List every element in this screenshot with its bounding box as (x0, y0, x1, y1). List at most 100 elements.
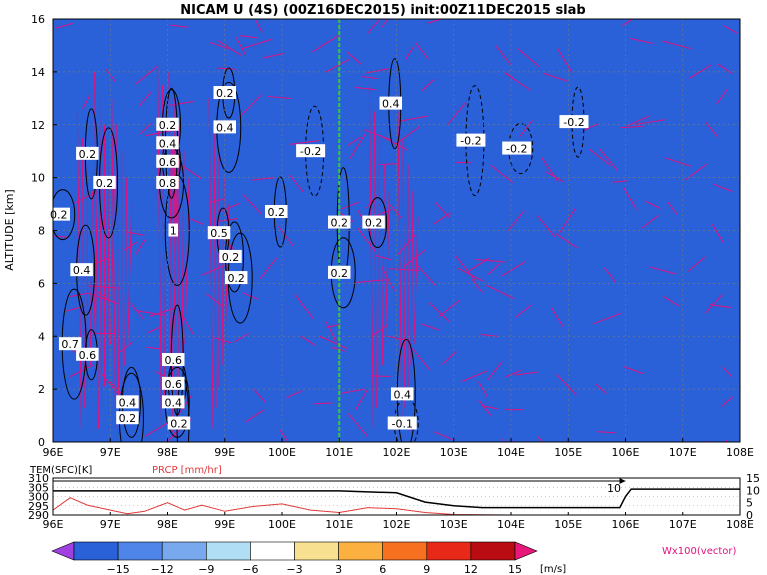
contour-label: 0.4 (73, 264, 91, 277)
wind-vector (108, 380, 124, 396)
wind-vector (66, 306, 82, 312)
contour-label: 0.6 (79, 349, 97, 362)
wind-vector (105, 69, 116, 82)
wind-vector (433, 431, 454, 441)
wind-vector (127, 204, 133, 345)
wind-vector (347, 413, 369, 438)
wind-vector (180, 313, 195, 335)
wind-vector (214, 337, 233, 344)
right-tick-label: 0 (746, 509, 753, 522)
wind-vector (724, 25, 738, 34)
colorbar-box (426, 541, 472, 561)
wind-vector (462, 370, 488, 382)
wind-vector (666, 201, 679, 216)
wind-vector (244, 409, 265, 423)
sub-x-tick-label: 99E (214, 518, 235, 531)
colorbar-tick-label: 3 (335, 563, 342, 575)
contour-label-bg (387, 416, 417, 430)
u-band-top (53, 19, 740, 35)
wind-vector (517, 48, 540, 67)
wind-vector (314, 402, 333, 405)
colorbar: −15 −12 −9 −6 −3 3 6 9 12 15 (51, 541, 538, 575)
contour-label-bg (224, 271, 248, 285)
wind-vector (505, 369, 522, 378)
contour-label: 0.2 (222, 251, 240, 264)
wind-vector (110, 177, 116, 345)
wind-vector (331, 347, 346, 352)
wind-vector (705, 121, 719, 138)
sub-x-tick-label: 105E (554, 518, 582, 531)
x-tick-label: 101E (325, 446, 353, 459)
wind-vector (190, 218, 204, 225)
y-tick-label: 2 (38, 383, 45, 396)
wind-vector (370, 375, 391, 378)
wind-vector (716, 89, 728, 105)
contour-label: -0.2 (460, 135, 481, 148)
wind-vector (485, 284, 515, 299)
x-tick-label: 104E (497, 446, 525, 459)
contour-label-bg (265, 204, 288, 218)
contour-label: 0.2 (331, 217, 349, 230)
wind-vector (239, 35, 257, 39)
colorbar-tick-label: −3 (286, 563, 302, 575)
wind-vector (169, 24, 189, 28)
contour-label: 0.2 (50, 209, 68, 222)
wind-vector (208, 98, 214, 429)
contour-label: 0.2 (268, 206, 286, 219)
wind-vector (94, 71, 100, 429)
sub-x-tick-label: 100E (268, 518, 296, 531)
wind-vector (130, 302, 145, 320)
wind-vector (381, 164, 385, 366)
w-contour (53, 189, 76, 241)
wind-vector (326, 324, 341, 328)
wind-vector (641, 214, 659, 229)
wind-vector (69, 364, 94, 378)
wind-vector (135, 239, 146, 255)
main-axis-ticks: 96E 97E 98E 99E 100E 101E 102E 103E 104E 105E 106E… (31, 13, 754, 459)
sub-x-tick-label: 98E (157, 518, 178, 531)
wind-vector (471, 279, 483, 293)
x-tick-label: 102E (383, 446, 411, 459)
wind-vector (415, 42, 429, 60)
contour-label: 0.6 (164, 378, 182, 391)
contour-label-bg (76, 347, 99, 361)
colorbar-tick-label: −9 (198, 563, 214, 575)
colorbar-tick-label: 15 (508, 563, 522, 575)
wind-vector (630, 38, 653, 44)
wind-vector (217, 40, 242, 56)
wind-vector (514, 371, 538, 376)
precip-line (53, 497, 740, 515)
x-tick-label: 106E (612, 446, 640, 459)
wind-vector (405, 46, 414, 60)
wind-vector (138, 91, 152, 107)
contour-label-bg (161, 353, 185, 367)
contour-label-bg (58, 337, 82, 351)
wind-vector (242, 292, 259, 300)
wind-vector (209, 41, 230, 50)
contour-label: 0.6 (164, 354, 182, 367)
wind-vector (441, 351, 457, 365)
wind-vector (487, 361, 503, 381)
contour-label: 0.2 (170, 417, 188, 430)
wind-vector (340, 201, 359, 210)
wind-vector (89, 190, 93, 366)
colorbar-high-arrow (514, 541, 538, 561)
colorbar-box (382, 541, 428, 561)
wind-vector (410, 347, 431, 371)
wind-vector (146, 346, 163, 350)
wind-vector (319, 335, 348, 350)
contour-label-bg (296, 144, 326, 158)
wind-vector (645, 200, 661, 209)
contour-labels: 0.2 0.2 0.4 0.4 0.6 0.8 0.2 0.2 0.2 0.2 -0.2 1 0.5 0.… (47, 86, 589, 430)
wind-vector (588, 148, 611, 166)
sub-x-tick-label: 106E (612, 518, 640, 531)
wind-vector (294, 293, 314, 319)
colorbar-tick-label: 12 (464, 563, 478, 575)
wind-vector (380, 163, 398, 165)
contour-label-bg (161, 395, 185, 409)
colorbar-box (117, 541, 163, 561)
y-axis-label: ALTITUDE [km] (3, 189, 16, 270)
contour-label-bg (161, 376, 185, 390)
contour-label-bg (559, 115, 589, 129)
wind-vector (433, 212, 451, 225)
